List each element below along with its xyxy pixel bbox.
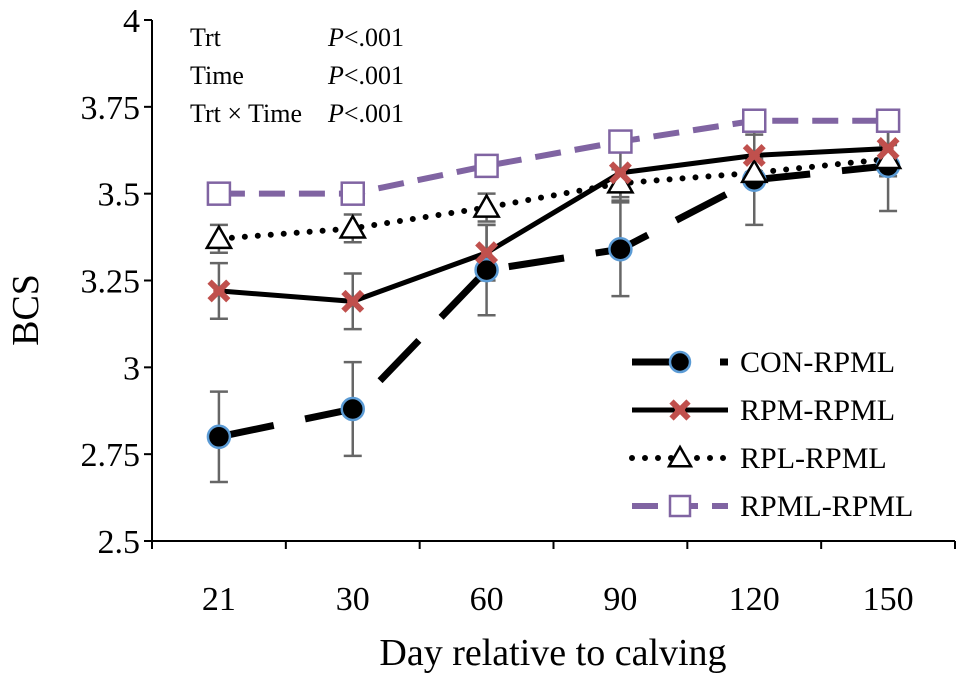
stat-value-trt: P<.001 — [327, 23, 404, 52]
marker-rpml-rpml — [474, 153, 499, 179]
y-tick-label: 3 — [123, 350, 140, 387]
legend-marker-rpm-rpml — [669, 399, 691, 421]
stat-label-time: Time — [190, 61, 244, 90]
marker-rpm-rpml — [608, 161, 632, 185]
marker-rpm-rpml — [475, 241, 499, 265]
series-line-rpml-rpml — [218, 117, 889, 197]
marker-con-rpml — [608, 236, 633, 262]
legend-label-rpl-rpml: RPL-RPML — [740, 442, 887, 475]
marker-con-rpml — [474, 257, 499, 283]
y-tick-label: 3.75 — [81, 90, 141, 127]
y-tick-label: 2.5 — [98, 524, 141, 561]
x-tick-label: 120 — [729, 581, 780, 618]
marker-rpl-rpml — [472, 192, 501, 218]
series-lines — [215, 117, 892, 441]
legend-label-rpm-rpml: RPM-RPML — [740, 394, 895, 427]
marker-rpm-rpml — [207, 279, 231, 303]
p-symbol: P — [327, 61, 344, 90]
x-tick-label: 30 — [336, 581, 370, 618]
marker-rpm-rpml — [742, 143, 766, 167]
stat-label-trt: Trt — [190, 23, 222, 52]
marker-rpm-rpml — [876, 137, 900, 160]
marker-rpml-rpml — [340, 181, 365, 206]
markers — [204, 108, 903, 450]
x-tick-label: 60 — [470, 581, 504, 618]
p-value: <.001 — [344, 23, 404, 52]
marker-rpl-rpml — [204, 224, 234, 250]
marker-rpm-rpml — [341, 289, 365, 313]
y-tick-label: 3.5 — [98, 177, 141, 214]
stat-annotations: Trt P<.001 Time P<.001 Trt × Time P<.001 — [190, 23, 404, 128]
legend-marker-con-rpml — [668, 350, 692, 374]
x-tick-label: 150 — [863, 581, 914, 618]
marker-con-rpml — [340, 396, 365, 422]
axes: 2.5 2.75 3 3.25 3.5 3.75 4 21 30 60 90 120 150 — [81, 3, 956, 618]
legend: CON-RPML RPM-RPML RPL-RPML RPML-RPML — [629, 346, 913, 523]
legend-label-con-rpml: CON-RPML — [740, 346, 895, 379]
marker-rpml-rpml — [875, 108, 901, 133]
x-tick-label: 90 — [603, 581, 637, 618]
legend-label-rpml-rpml: RPML-RPML — [740, 490, 913, 523]
legend-item-rpml-rpml: RPML-RPML — [632, 490, 913, 523]
legend-item-con-rpml: CON-RPML — [632, 346, 895, 379]
legend-marker-rpml-rpml — [668, 494, 692, 518]
legend-item-rpm-rpml: RPM-RPML — [632, 394, 895, 427]
marker-rpml-rpml — [742, 108, 767, 133]
series-line-con-rpml — [218, 162, 889, 441]
stat-value-time: P<.001 — [327, 61, 404, 90]
x-axis-title: Day relative to calving — [379, 632, 726, 674]
y-tick-label: 4 — [123, 3, 140, 40]
marker-rpml-rpml — [608, 129, 633, 154]
p-symbol: P — [327, 99, 344, 128]
stat-value-interaction: P<.001 — [327, 99, 404, 128]
legend-marker-rpl-rpml — [666, 444, 694, 468]
series-line-rpl-rpml — [215, 155, 892, 242]
stat-label-interaction: Trt × Time — [190, 99, 302, 128]
marker-rpl-rpml — [338, 213, 368, 239]
p-symbol: P — [327, 23, 344, 52]
p-value: <.001 — [344, 61, 404, 90]
y-tick-label: 3.25 — [81, 264, 141, 301]
legend-item-rpl-rpml: RPL-RPML — [629, 442, 887, 475]
y-axis-title: BCS — [5, 274, 47, 346]
y-tick-label: 2.75 — [81, 437, 141, 474]
marker-con-rpml — [206, 424, 232, 450]
series-line-rpm-rpml — [218, 146, 889, 304]
p-value: <.001 — [344, 99, 404, 128]
marker-rpml-rpml — [206, 181, 232, 206]
marker-rpl-rpml — [739, 158, 769, 184]
x-tick-label: 21 — [202, 581, 236, 618]
